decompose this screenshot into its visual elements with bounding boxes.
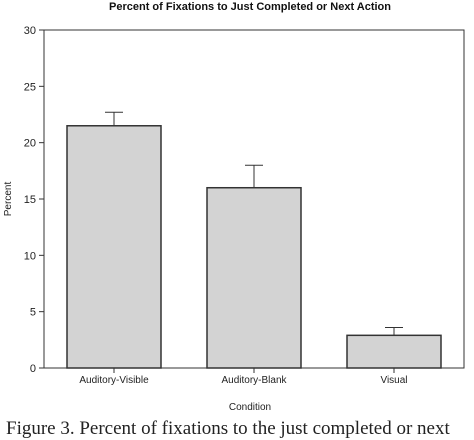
bars (66, 111, 442, 369)
y-axis-label: Percent (3, 182, 14, 217)
bar (346, 334, 442, 369)
x-axis: Auditory-Visible Auditory-Blank Visual (79, 368, 408, 386)
y-tick-label: 15 (24, 194, 36, 206)
x-axis-label: Condition (229, 402, 271, 413)
x-tick-label: Auditory-Visible (79, 375, 149, 386)
x-tick-label: Auditory-Blank (221, 375, 287, 386)
y-tick-label: 20 (24, 138, 36, 150)
bar (66, 125, 162, 369)
chart-title: Percent of Fixations to Just Completed o… (109, 1, 391, 13)
y-tick-label: 25 (24, 81, 36, 93)
figure-caption: Figure 3. Percent of fixations to the ju… (6, 418, 450, 439)
y-axis: 0 5 10 15 20 25 30 (24, 25, 44, 375)
y-tick-label: 10 (24, 250, 36, 262)
bar (206, 186, 302, 369)
bar-chart: Percent of Fixations to Just Completed o… (3, 1, 465, 413)
x-tick-label: Visual (380, 375, 407, 386)
y-tick-label: 0 (30, 363, 36, 375)
y-tick-label: 30 (24, 25, 36, 37)
y-tick-label: 5 (30, 307, 36, 319)
